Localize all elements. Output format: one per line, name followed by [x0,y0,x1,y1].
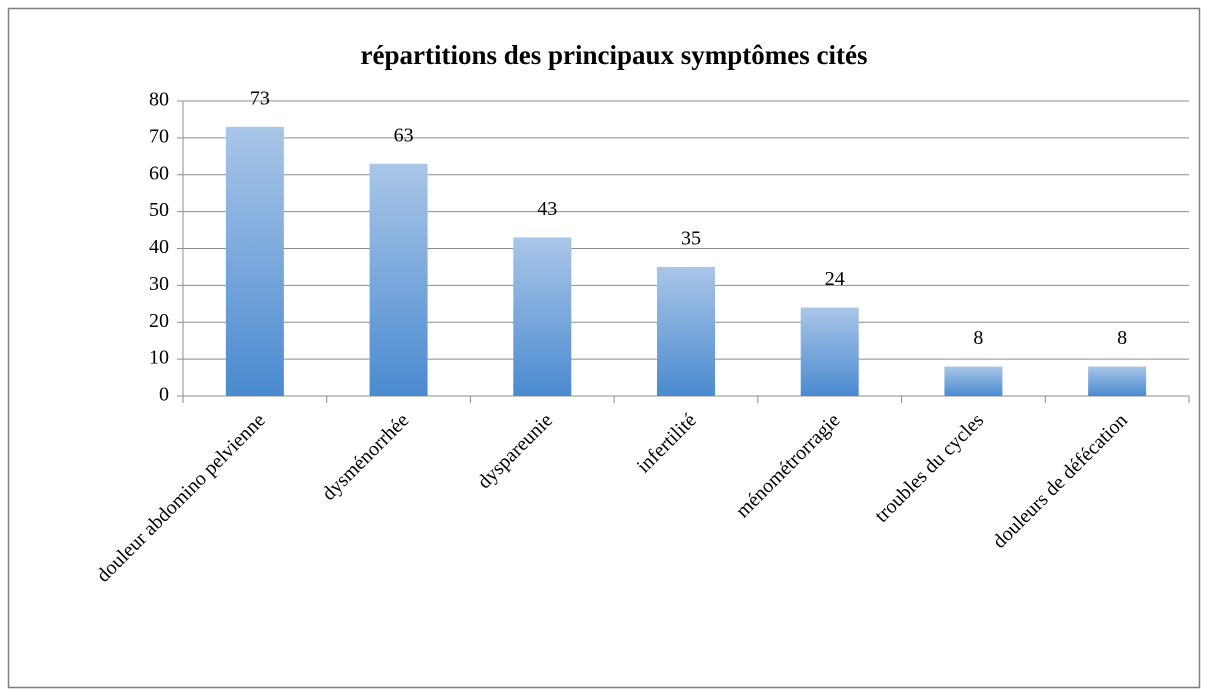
y-tick-label: 80 [149,89,169,111]
y-tick-label: 70 [149,125,169,147]
data-label: 8 [1117,327,1127,349]
data-label: 35 [681,228,701,250]
data-label: 8 [973,327,983,349]
y-tick-label: 30 [149,273,169,295]
y-tick-label: 0 [159,384,169,406]
data-label: 63 [394,124,414,146]
bar [369,163,428,396]
bar [944,366,1003,396]
bar [1088,366,1147,396]
chart-border [7,7,1201,689]
chart-title: répartitions des principaux symptômes ci… [361,40,868,70]
bar [800,307,859,396]
bar [513,237,572,396]
y-tick-label: 10 [149,347,169,369]
y-tick-label: 50 [149,199,169,221]
bar [657,266,715,396]
y-tick-label: 40 [149,236,169,258]
data-label: 24 [825,268,845,290]
y-tick-label: 60 [149,162,169,184]
data-label: 43 [537,198,557,220]
y-tick-label: 20 [149,310,169,332]
data-label: 73 [250,87,270,109]
bar [225,126,284,396]
